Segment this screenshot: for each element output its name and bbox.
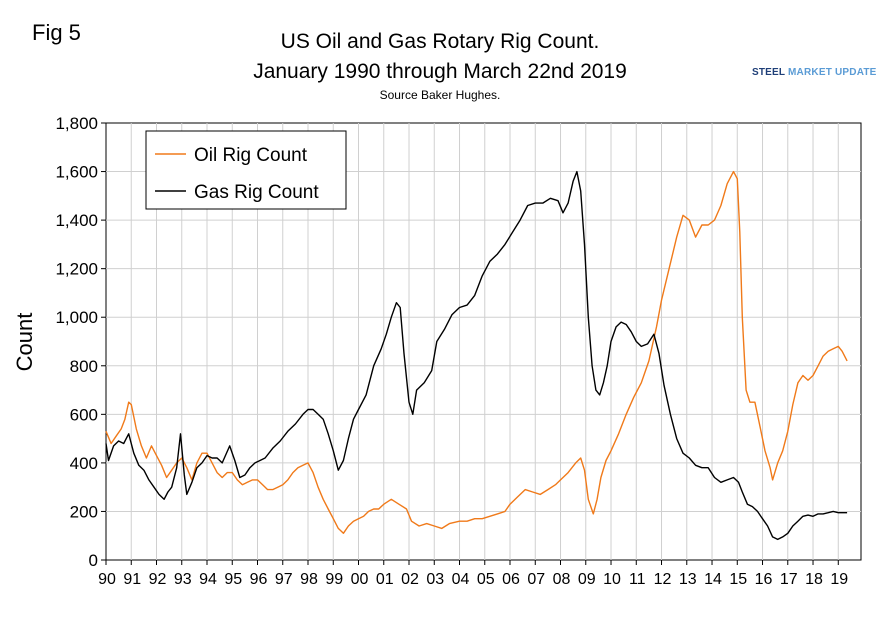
x-tick-label: 01 — [376, 571, 394, 588]
figure-label: Fig 5 — [32, 20, 81, 45]
x-tick-label: 91 — [123, 571, 141, 588]
x-tick-label: 11 — [629, 571, 646, 588]
logo-part-market-update: MARKET UPDATE — [788, 67, 877, 78]
x-tick-label: 18 — [805, 571, 823, 588]
y-tick-label: 1,800 — [55, 114, 98, 133]
chart-title-line1: US Oil and Gas Rotary Rig Count. — [280, 30, 600, 53]
x-tick-label: 08 — [553, 571, 571, 588]
x-tick-label: 07 — [527, 571, 545, 588]
y-tick-label: 800 — [70, 357, 98, 376]
x-tick-label: 02 — [401, 571, 419, 588]
x-tick-label: 12 — [654, 571, 672, 588]
oil-rig-count-line — [105, 170, 848, 534]
y-tick-label: 1,000 — [55, 308, 98, 327]
x-tick-label: 10 — [603, 571, 621, 588]
x-tick-label: 15 — [729, 571, 747, 588]
logo: STEEL MARKET UPDATE — [752, 67, 877, 78]
x-tick-label: 13 — [679, 571, 697, 588]
y-tick-label: 600 — [70, 405, 98, 424]
y-tick-label: 400 — [70, 454, 98, 473]
x-tick-label: 98 — [300, 571, 318, 588]
legend-label-oil: Oil Rig Count — [194, 145, 308, 166]
x-tick-label: 92 — [149, 571, 167, 588]
y-tick-label: 200 — [70, 502, 98, 521]
chart-source: Source Baker Hughes. — [379, 88, 501, 102]
x-tick-label: 99 — [325, 571, 343, 588]
chart-title-line2: January 1990 through March 22nd 2019 — [253, 60, 627, 83]
legend: Oil Rig Count Gas Rig Count — [145, 130, 347, 210]
y-tick-label: 1,200 — [55, 260, 98, 279]
gridlines — [106, 123, 861, 560]
x-tick-label: 14 — [704, 571, 722, 588]
x-tick-label: 16 — [755, 571, 773, 588]
x-tick-label: 95 — [224, 571, 242, 588]
legend-box — [145, 130, 347, 210]
x-tick-label: 93 — [174, 571, 192, 588]
series-lines — [105, 170, 848, 541]
x-tick-label: 19 — [830, 571, 848, 588]
x-tick-label: 90 — [98, 571, 116, 588]
x-tick-label: 96 — [250, 571, 268, 588]
x-tick-label: 17 — [780, 571, 798, 588]
y-tick-label: 1,600 — [55, 163, 98, 182]
logo-part-steel: STEEL — [752, 67, 786, 78]
x-tick-label: 00 — [351, 571, 369, 588]
x-tick-label: 05 — [477, 571, 495, 588]
y-axis-label: Count — [12, 313, 37, 372]
x-tick-label: 97 — [275, 571, 293, 588]
x-tick-label: 04 — [452, 571, 470, 588]
x-tick-label: 09 — [578, 571, 596, 588]
x-axis-ticks: 90 91 92 93 94 95 96 97 98 99 00 01 02 03 04 05 06 07 08 09… — [98, 560, 848, 588]
x-tick-label: 94 — [199, 571, 217, 588]
x-tick-label: 06 — [502, 571, 520, 588]
y-tick-label: 0 — [89, 551, 98, 570]
legend-label-gas: Gas Rig Count — [194, 182, 319, 203]
gas-rig-count-line — [105, 170, 848, 541]
y-axis-ticks: 0 200 400 600 800 1,000 1,200 1,400 1,600 1,800 — [55, 114, 106, 570]
y-tick-label: 1,400 — [55, 211, 98, 230]
x-tick-label: 03 — [426, 571, 444, 588]
